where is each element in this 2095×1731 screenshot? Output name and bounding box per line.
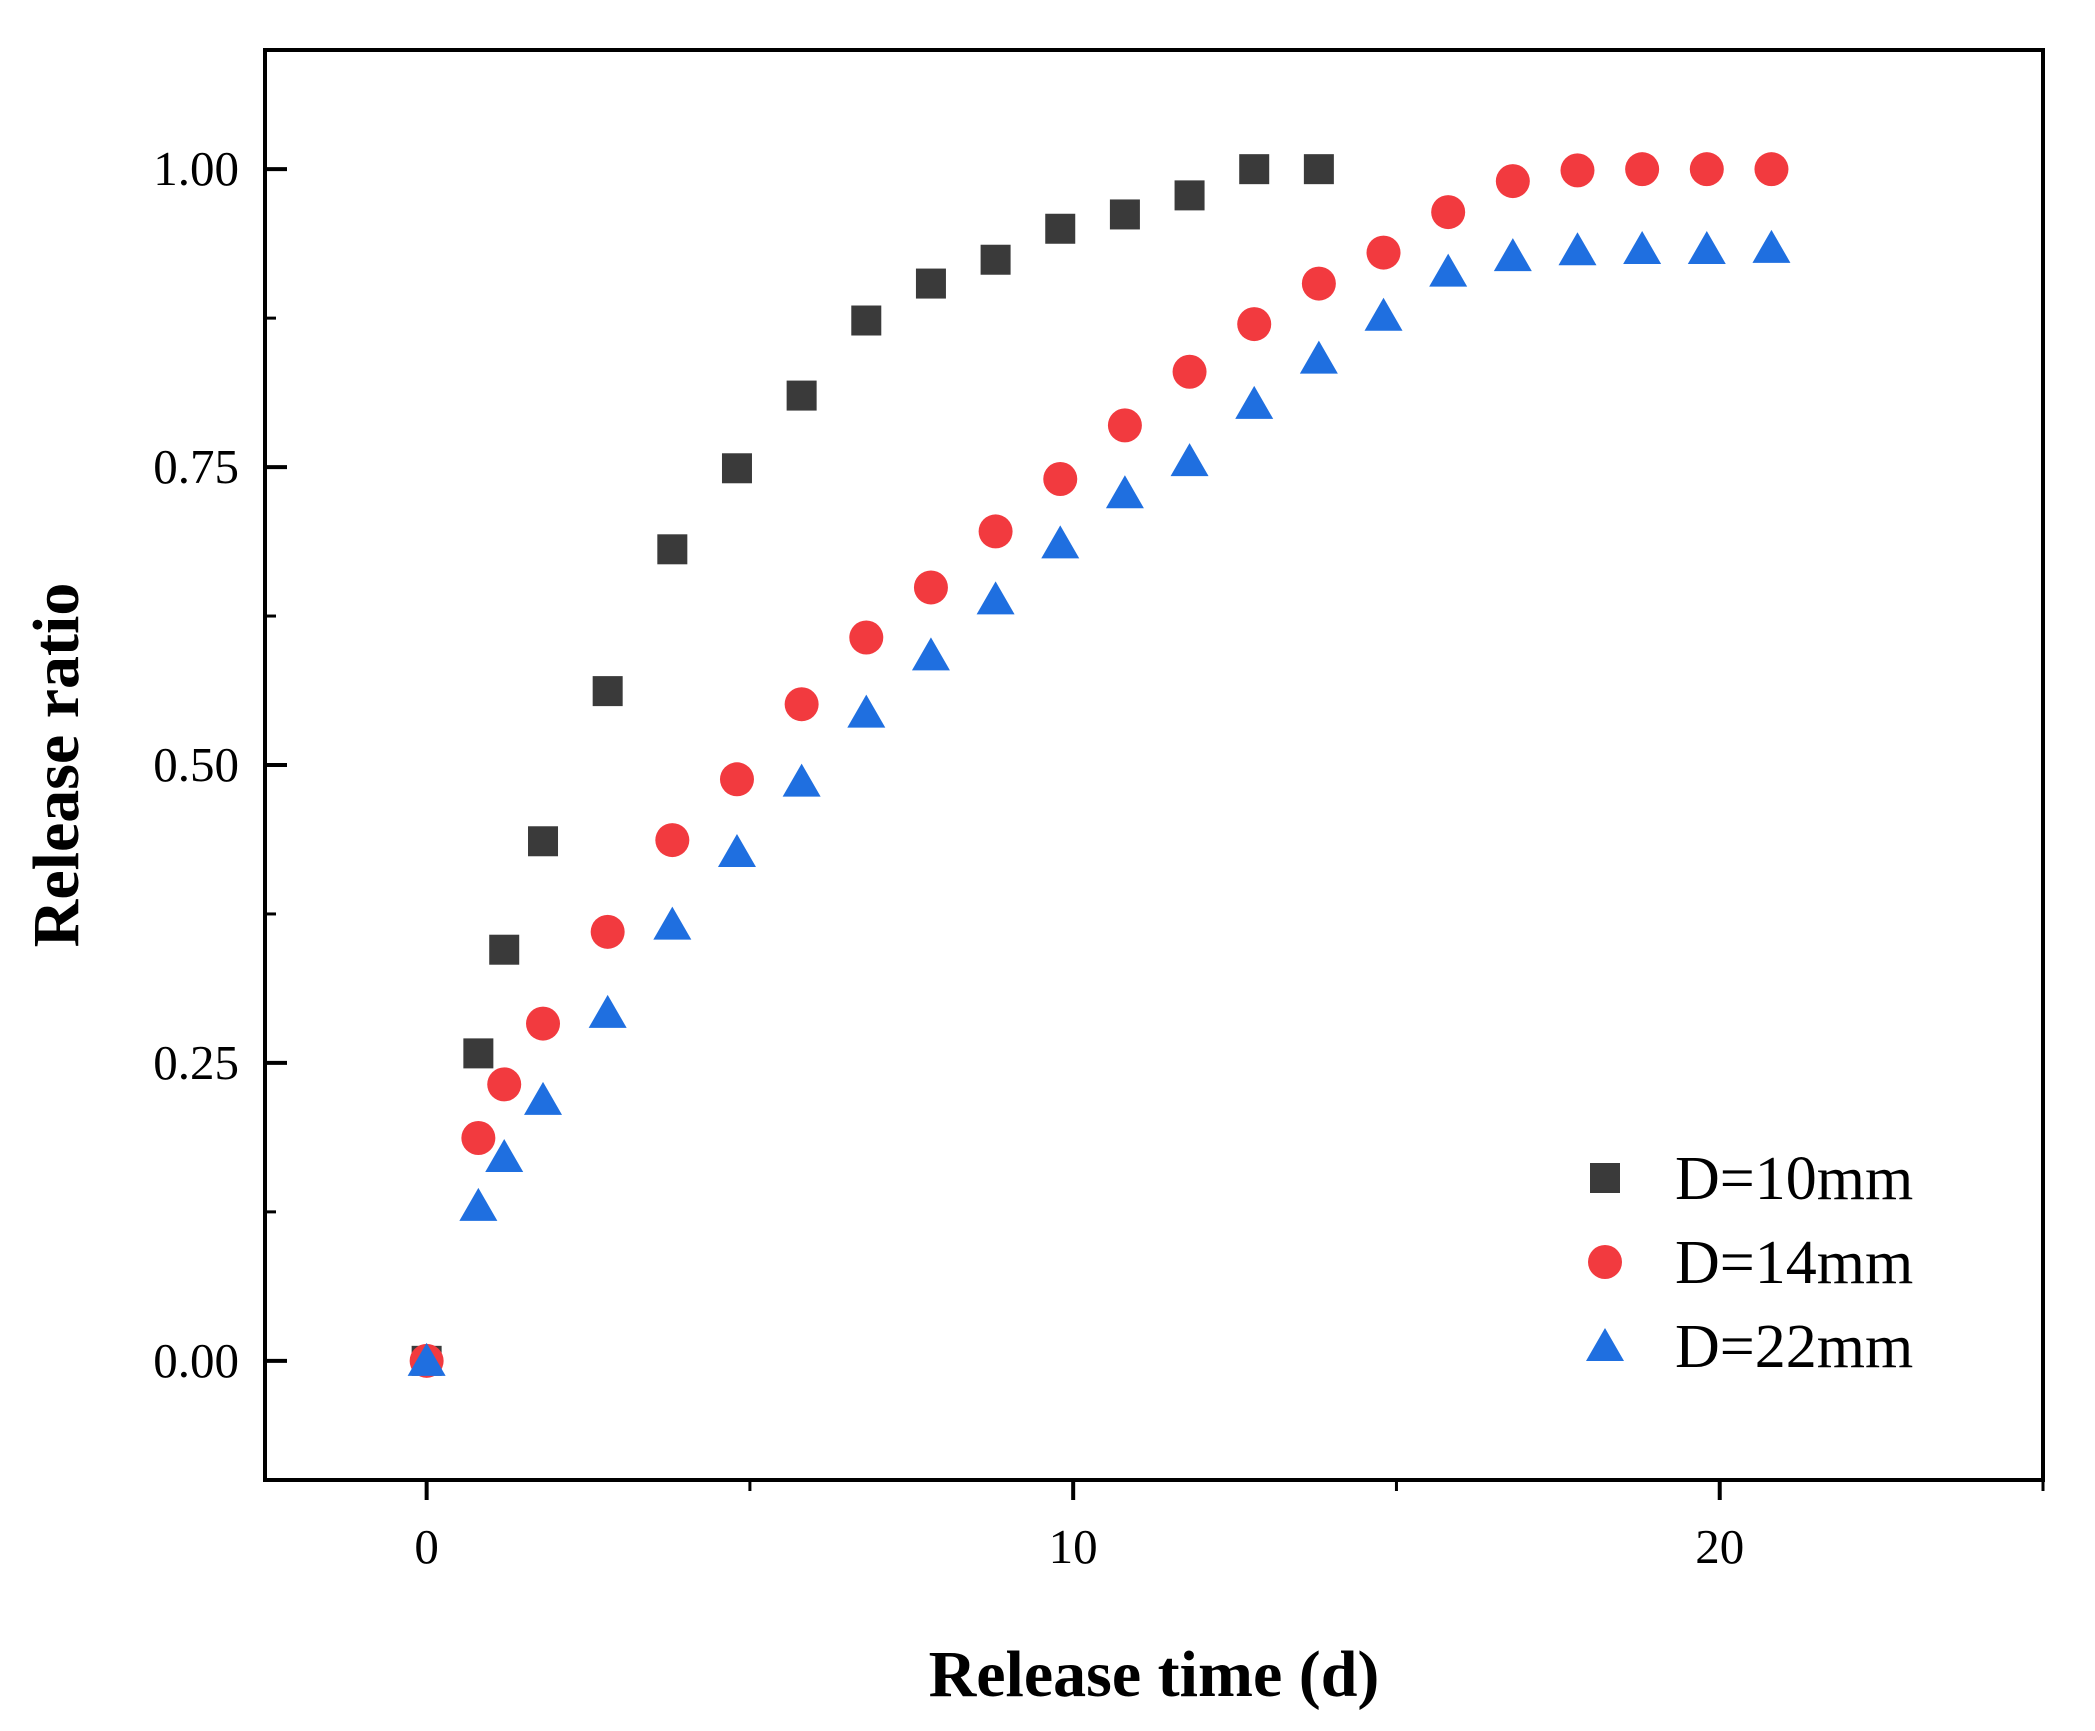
legend-label: D=22mm [1675,1313,1913,1381]
circle-data-point [1754,152,1789,187]
circle-data-point [1495,164,1530,199]
square-data-point [463,1038,494,1069]
square-data-point [592,676,623,707]
square-data-point [1109,199,1140,230]
triangle-data-point [976,581,1015,615]
circle-data-point [526,1006,561,1041]
circle-data-point [1043,462,1078,496]
series-d-22mm [407,229,1791,1376]
circle-data-point [849,620,884,655]
circle-data-point [1431,195,1466,230]
circle-data-point [1560,153,1595,188]
square-data-point [528,826,559,857]
triangle-data-point [1429,253,1468,287]
square-data-point [1303,154,1334,185]
square-data-point [915,268,946,299]
circle-data-point [1689,152,1724,187]
circle-data-point [590,914,625,949]
triangle-data-point [1105,475,1144,509]
square-data-point [657,534,688,565]
square-data-point [489,934,520,965]
circle-data-point [1301,266,1336,301]
triangle-data-point [1752,229,1791,263]
triangle-data-point [1623,231,1662,265]
triangle-data-point [717,833,756,867]
triangle-data-point [1299,340,1338,374]
y-axis-ticks: 0.00 0.25 0.50 0.75 1.00 [153,141,287,1388]
circle-data-point [719,762,754,797]
series-d-10mm [411,154,1334,1376]
data-points [407,152,1791,1378]
circle-data-point [487,1067,522,1102]
triangle-data-point [1235,385,1274,419]
circle-data-point [655,823,690,858]
square-data-point [786,380,817,411]
square-data-point [1174,180,1205,211]
circle-data-point [1366,235,1401,270]
triangle-data-point [653,906,692,940]
triangle-data-point [459,1187,498,1221]
x-axis-ticks: 0 10 20 [414,1480,2045,1574]
square-data-point [1045,213,1076,244]
x-axis-title: Release time (d) [929,1638,1380,1711]
y-axis-title: Release ratio [20,583,93,948]
circle-data-point [784,687,819,722]
triangle-data-point [485,1139,524,1173]
triangle-data-point [911,637,950,671]
triangle-data-point [847,694,886,728]
y-tick-label: 0.50 [153,737,239,792]
series-d-14mm [409,152,1789,1378]
circle-data-point [1625,152,1660,187]
square-data-point [1239,154,1270,185]
triangle-data-point [1493,238,1532,272]
circle-data-point [913,570,948,605]
legend-label: D=10mm [1675,1145,1913,1213]
circle-data-point [1172,354,1207,389]
triangle-data-point [1558,232,1597,266]
circle-data-point [461,1120,496,1155]
x-tick-label: 0 [414,1519,439,1574]
triangle-data-point [588,994,627,1028]
legend-marker-triangle [1586,1328,1624,1361]
circle-data-point [1107,408,1142,443]
square-data-point [980,244,1011,275]
legend-marker-square [1590,1163,1620,1193]
legend-label: D=14mm [1675,1229,1913,1297]
y-tick-label: 0.25 [153,1035,239,1090]
square-data-point [721,453,752,484]
legend-marker-circle [1588,1245,1622,1279]
y-tick-label: 1.00 [153,141,239,196]
y-tick-label: 0.00 [153,1333,239,1388]
x-tick-label: 20 [1695,1519,1744,1574]
y-tick-label: 0.75 [153,439,239,494]
triangle-data-point [1170,443,1209,477]
x-tick-label: 10 [1049,1519,1098,1574]
triangle-data-point [1041,525,1080,559]
triangle-data-point [782,763,821,797]
triangle-data-point [524,1081,563,1115]
triangle-data-point [1687,231,1726,265]
legend: D=10mm D=14mm D=22mm [1586,1145,1913,1381]
triangle-data-point [1364,297,1403,331]
circle-data-point [978,514,1013,549]
circle-data-point [1237,307,1272,342]
square-data-point [851,305,882,336]
triangle-data-point [407,1342,446,1376]
